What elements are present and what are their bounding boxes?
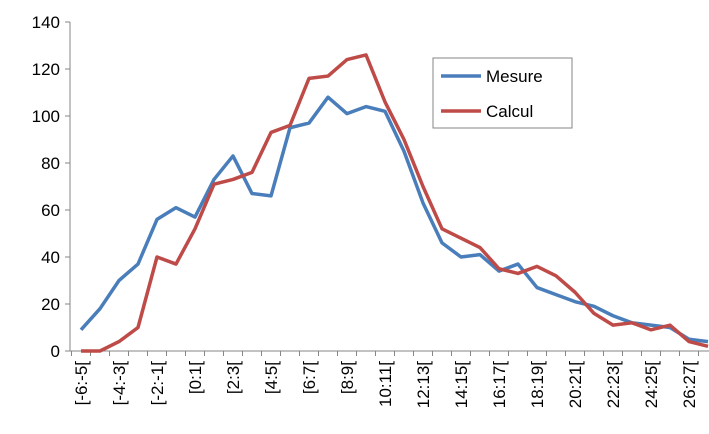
x-tick-label: 10:11[ [376,361,395,407]
legend-label: Mesure [486,67,543,86]
x-tick-label: [-4:-3[ [110,361,129,406]
line-series [81,53,709,353]
x-tick-label: 14:15[ [452,361,471,409]
line-series [79,95,709,344]
x-tick-label: 24:25[ [642,361,661,409]
y-tick-label: 120 [32,60,60,79]
x-tick-label: 16:17[ [490,361,509,409]
x-tick-label: [-6:-5[ [72,361,91,406]
x-tick-label: 12:13[ [414,361,433,409]
x-tick-label: 22:23[ [604,361,623,409]
y-tick-label: 0 [51,342,60,361]
y-tick-label: 80 [41,154,60,173]
y-tick-label: 20 [41,295,60,314]
x-tick-label: [2:3[ [224,361,243,394]
legend-box [432,57,573,129]
x-tick-label: [4:5[ [262,361,281,394]
x-tick-label: 18:19[ [528,361,547,409]
x-tick-label: [8:9[ [338,361,357,394]
y-tick-label: 100 [32,107,60,126]
x-tick-label: 26:27[ [680,361,699,409]
y-tick-label: 140 [32,13,60,32]
x-tick-label: [6:7[ [300,361,319,394]
x-tick-label: [-2:-1[ [148,361,167,406]
x-tick-label: [0:1[ [186,361,205,394]
x-tick-label: 20:21[ [566,361,585,409]
y-tick-label: 40 [41,248,60,267]
y-tick-label: 60 [41,201,60,220]
legend-label: Calcul [486,102,533,121]
